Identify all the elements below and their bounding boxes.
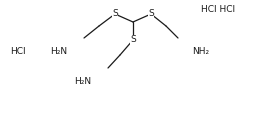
Text: S: S <box>148 10 154 19</box>
Text: NH₂: NH₂ <box>192 46 209 55</box>
Text: H₂N: H₂N <box>50 46 67 55</box>
Text: S: S <box>112 10 118 19</box>
Text: HCl HCl: HCl HCl <box>201 5 235 14</box>
Text: S: S <box>130 36 136 44</box>
Text: H₂N: H₂N <box>74 77 91 86</box>
Text: HCl: HCl <box>10 46 26 55</box>
